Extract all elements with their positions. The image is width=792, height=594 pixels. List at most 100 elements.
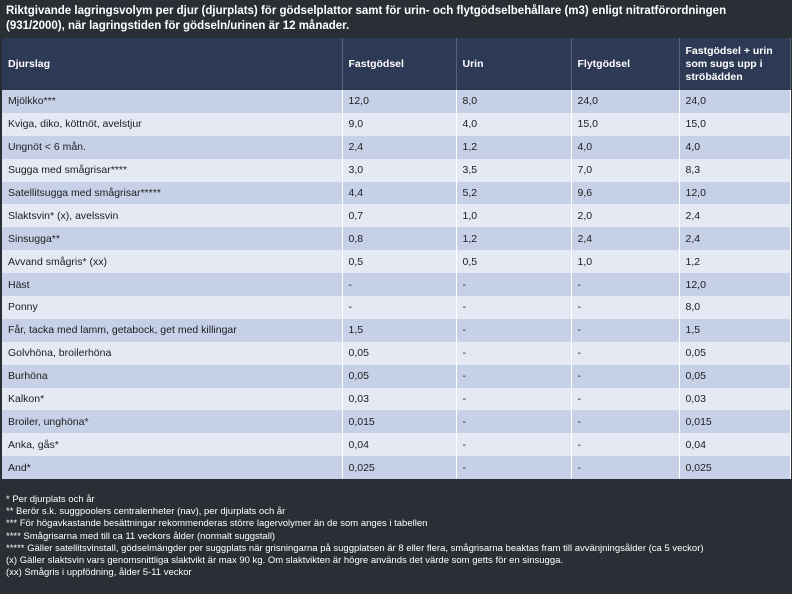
table-cell: 0,05 <box>679 341 791 365</box>
table-cell: 15,0 <box>679 112 791 136</box>
storage-volume-table: Djurslag Fastgödsel Urin Flytgödsel Fast… <box>2 38 791 480</box>
table-cell: 4,0 <box>456 112 572 136</box>
footnote: ** Berör s.k. suggpoolers centralenheter… <box>6 506 286 518</box>
table-cell: 2,0 <box>571 204 680 228</box>
table-row: Kviga, diko, köttnöt, avelstjur 9,0 4,0 15,… <box>2 112 791 136</box>
table-cell: 9,6 <box>571 181 680 205</box>
table-cell: Golvhöna, broilerhöna <box>2 341 343 365</box>
column-header-flytgodsel: Flytgödsel <box>571 38 680 90</box>
table-row: Broiler, unghöna* 0,015- -0,015 <box>2 410 791 434</box>
table-cell: Får, tacka med lamm, getabock, get med k… <box>2 318 343 342</box>
table-row: Satellitsugga med smågrisar***** 4,4 5,2 9,… <box>2 181 791 205</box>
table-cell: - <box>456 364 572 388</box>
table-cell: - <box>456 387 572 411</box>
table-row: Avvand smågris* (xx) 0,5 0,5 1,0 1,2 <box>2 250 791 274</box>
table-cell: 4,0 <box>571 135 680 159</box>
table-cell: 1,0 <box>571 250 680 274</box>
table-cell: 0,04 <box>342 433 457 457</box>
footnote: * Per djurplats och år <box>6 494 95 505</box>
table-row: Slaktsvin* (x), avelssvin 0,7 1,0 2,0 2,4 <box>2 204 791 228</box>
table-cell: - <box>456 341 572 365</box>
table-cell: 15,0 <box>571 112 680 136</box>
footnotes: * Per djurplats och år ** Berör s.k. sugg… <box>6 494 786 579</box>
table-cell: 2,4 <box>342 135 457 159</box>
table-cell: 1,5 <box>342 318 457 342</box>
table-cell: 0,8 <box>342 227 457 251</box>
table-cell: - <box>342 296 457 319</box>
table-row: Ungnöt < 6 mån. 2,4 1,2 4,0 4,0 <box>2 135 791 159</box>
table-cell: - <box>571 273 680 297</box>
table-cell: 0,025 <box>679 456 791 480</box>
table-cell: - <box>456 273 572 297</box>
table-cell: 1,2 <box>679 250 791 274</box>
table-row: Anka, gås* 0,04- -0,04 <box>2 433 791 457</box>
table-cell: 12,0 <box>679 273 791 297</box>
table-cell: 0,05 <box>679 364 791 388</box>
table-row: Burhöna 0,05- -0,05 <box>2 364 791 388</box>
table-cell: 0,015 <box>679 410 791 434</box>
table-cell: - <box>456 433 572 457</box>
table-cell: 0,05 <box>342 341 457 365</box>
column-header-fastgodsel-urin: Fastgödsel + urin som sugs upp i ströbäd… <box>679 38 791 90</box>
table-cell: - <box>571 341 680 365</box>
table-row: Golvhöna, broilerhöna 0,05- -0,05 <box>2 341 791 365</box>
table-cell: 0,025 <box>342 456 457 480</box>
table-cell: - <box>571 296 680 319</box>
table-cell: 0,03 <box>679 387 791 411</box>
table-cell: 9,0 <box>342 112 457 136</box>
table-cell: - <box>456 318 572 342</box>
table-header-row: Djurslag Fastgödsel Urin Flytgödsel Fast… <box>2 38 791 90</box>
table-cell: - <box>571 433 680 457</box>
table-cell: - <box>456 410 572 434</box>
column-header-fastgodsel: Fastgödsel <box>342 38 457 90</box>
table-cell: 1,0 <box>456 204 572 228</box>
page-title: Riktgivande lagringsvolym per djur (djur… <box>6 5 727 32</box>
table-cell: 0,05 <box>342 364 457 388</box>
table-cell: Broiler, unghöna* <box>2 410 343 434</box>
table-cell: 24,0 <box>679 90 791 113</box>
table-cell: 0,7 <box>342 204 457 228</box>
table-cell: - <box>342 273 457 297</box>
table-cell: 0,5 <box>456 250 572 274</box>
table-row: Får, tacka med lamm, getabock, get med k… <box>2 318 791 342</box>
table-cell: 12,0 <box>342 90 457 113</box>
table-cell: Anka, gås* <box>2 433 343 457</box>
table-row: Kalkon* 0,03- -0,03 <box>2 387 791 411</box>
table-cell: 1,2 <box>456 135 572 159</box>
table-cell: - <box>456 296 572 319</box>
table-cell: 1,2 <box>456 227 572 251</box>
footnote: (x) Gäller slaktsvin vars genomsnittliga… <box>6 555 564 567</box>
table-cell: - <box>456 456 572 480</box>
table-cell: 8,0 <box>679 296 791 319</box>
table-cell: Mjölkko*** <box>2 90 343 113</box>
table-cell: Burhöna <box>2 364 343 388</box>
table-cell: 3,0 <box>342 158 457 182</box>
table-cell: 1,5 <box>679 318 791 342</box>
table-cell: Häst <box>2 273 343 297</box>
table-cell: 4,0 <box>679 135 791 159</box>
table-cell: Satellitsugga med smågrisar***** <box>2 181 343 205</box>
table-cell: 0,04 <box>679 433 791 457</box>
table-cell: - <box>571 318 680 342</box>
table-cell: - <box>571 364 680 388</box>
table-cell: Ponny <box>2 296 343 319</box>
table-cell: - <box>571 410 680 434</box>
column-header-urin: Urin <box>456 38 572 90</box>
footnote: ***** Gäller satellitsvinstall, gödselmä… <box>6 542 704 554</box>
table-row: Sugga med smågrisar**** 3,0 3,5 7,0 8,3 <box>2 158 791 182</box>
table-cell: 2,4 <box>679 227 791 251</box>
table-cell: 0,5 <box>342 250 457 274</box>
footnote: **** Smågrisarna med till ca 11 veckors … <box>6 530 276 542</box>
table-cell: - <box>571 456 680 480</box>
table-cell: 5,2 <box>456 181 572 205</box>
table-cell: Kviga, diko, köttnöt, avelstjur <box>2 112 343 136</box>
table-cell: 8,3 <box>679 158 791 182</box>
table-row: Mjölkko*** 12,0 8,0 24,0 24,0 <box>2 90 791 113</box>
table-cell: 7,0 <box>571 158 680 182</box>
table-cell: 4,4 <box>342 181 457 205</box>
table-cell: Sugga med smågrisar**** <box>2 158 343 182</box>
table-cell: - <box>571 387 680 411</box>
footnote: *** För högavkastande besättningar rekom… <box>6 518 428 530</box>
table-cell: Avvand smågris* (xx) <box>2 250 343 274</box>
table-body: Mjölkko*** 12,0 8,0 24,0 24,0 Kviga, diko, kö… <box>2 90 791 480</box>
